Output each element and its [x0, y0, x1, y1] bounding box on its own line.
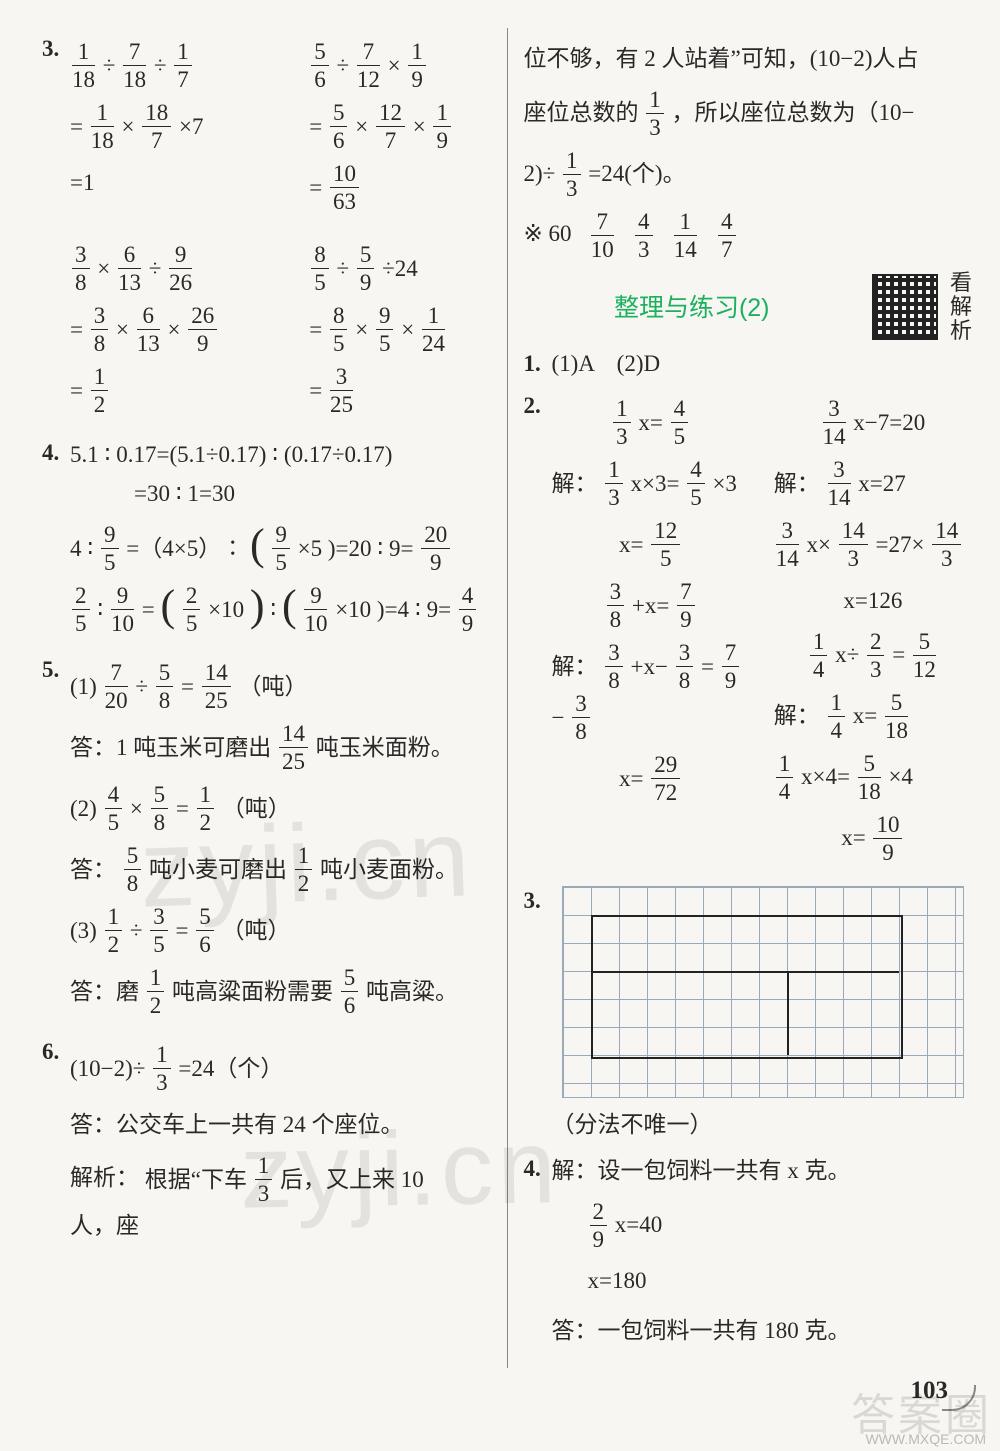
r-q4: 4. 解：设一包饲料一共有 x 克。 29 x=40 x=180 答：一包饲料一…	[524, 1150, 973, 1360]
grid-vline	[787, 971, 789, 1055]
corner-stamp-url: WWW.MXQE.COM	[865, 1431, 986, 1447]
r-q4-l1: 解：设一包饲料一共有 x 克。	[552, 1150, 973, 1190]
star-lead: ※ 60	[524, 220, 572, 245]
q6-expl-label: 解析：	[70, 1165, 139, 1190]
q3d-line3: = 325	[309, 365, 490, 416]
q5p1-expr: (1) 720 ÷ 58 = 1425 （吨）	[70, 661, 491, 712]
cont-line1: 位不够，有 2 人站着”可知，(10−2)人占	[524, 38, 973, 78]
q2B7: x= 109	[774, 813, 972, 864]
q2A4: 解： 38 +x− 38 = 79 − 38	[552, 641, 750, 743]
q5p2-ans: 答： 58 吨小麦可磨出 12 吨小麦面粉。	[70, 844, 491, 895]
q2B1: 解： 314 x=27	[774, 458, 972, 509]
q3b-line3: = 1063	[309, 162, 490, 213]
r-q2-colA: 13 x= 45 解： 13 x×3= 45 ×3 x= 125 38 +x= …	[552, 387, 750, 874]
left-column: 3. 118 ÷ 718 ÷ 17 = 118 × 187 ×7 =1 56 ÷…	[42, 28, 505, 1435]
q4: 4. 5.1 ∶ 0.17=(5.1÷0.17) ∶ (0.17÷0.17) =…	[42, 434, 491, 645]
q5p3-expr: (3) 12 ÷ 35 = 56 （吨）	[70, 905, 491, 956]
star-f3: 114	[672, 220, 699, 245]
cont-line2: 座位总数的 13 ，所以座位总数为（10−	[524, 88, 973, 139]
q3: 3. 118 ÷ 718 ÷ 17 = 118 × 187 ×7 =1 56 ÷…	[42, 30, 491, 426]
q3b-line1: 56 ÷ 712 × 19	[309, 40, 490, 91]
q2A2: x= 125	[552, 519, 750, 570]
q3a-line2: = 118 × 187 ×7	[70, 101, 251, 152]
q3c-line1: 38 × 613 ÷ 926	[70, 243, 251, 294]
q4-line3: 25 ∶ 910 = ( 25 ×10 ) ∶ ( 910 ×10 )=4 ∶ …	[70, 584, 491, 635]
q3-number: 3.	[42, 30, 70, 68]
section-title: 整理与练习(2)	[524, 288, 860, 329]
star-f4: 47	[716, 220, 738, 245]
q4-number: 4.	[42, 434, 70, 472]
q3c-line3: = 12	[70, 365, 251, 416]
r-q1: 1. (1)A (2)D	[524, 345, 973, 383]
grid-hline	[591, 971, 899, 973]
cont-line3: 2)÷ 13 =24(个)。	[524, 149, 973, 200]
q2A5: x= 2972	[552, 753, 750, 804]
q2B2: 314 x× 143 =27× 143	[774, 519, 972, 570]
r-q3: 3. （分法不唯一）	[524, 882, 973, 1144]
q3c-line2: = 38 × 613 × 269	[70, 304, 251, 355]
q3d-line2: = 85 × 95 × 124	[309, 304, 490, 355]
q5-number: 5.	[42, 651, 70, 689]
q3b-line2: = 56 × 127 × 19	[309, 101, 490, 152]
q2B3: x=126	[774, 580, 972, 620]
r-q4-l2: 29 x=40	[552, 1200, 973, 1251]
r-q4-ans: 答：一包饲料一共有 180 克。	[552, 1310, 973, 1350]
q2B4: 14 x÷ 23 = 512	[774, 630, 972, 681]
q2B6: 14 x×4= 518 ×4	[774, 752, 972, 803]
q6: 6. (10−2)÷ 13 =24（个） 答：公交车上一共有 24 个座位。 解…	[42, 1033, 491, 1254]
q5: 5. (1) 720 ÷ 58 = 1425 （吨） 答：1 吨玉米可磨出 14…	[42, 651, 491, 1027]
q2A0: 13 x= 45	[552, 397, 750, 448]
q3d-line1: 85 ÷ 59 ÷24	[309, 243, 490, 294]
grid-outer-rect	[591, 915, 903, 1059]
r-q3-number: 3.	[524, 882, 552, 920]
qr-code-icon	[872, 274, 938, 340]
r-q2-colB: 314 x−7=20 解： 314 x=27 314 x× 143 =27× 1…	[774, 387, 972, 874]
q5p2-expr: (2) 45 × 58 = 12 （吨）	[70, 783, 491, 834]
r-q4-l3: x=180	[552, 1261, 973, 1301]
r-q1-number: 1.	[524, 345, 552, 383]
r-q4-number: 4.	[524, 1150, 552, 1188]
star-line: ※ 60 710 43 114 47	[524, 210, 973, 261]
q2A1: 解： 13 x×3= 45 ×3	[552, 458, 750, 509]
q3a-line1: 118 ÷ 718 ÷ 17	[70, 40, 251, 91]
qr-label: 看 解 析	[950, 271, 972, 344]
q5p3-ans: 答：磨 12 吨高粱面粉需要 56 吨高粱。	[70, 966, 491, 1017]
qr-label-3: 析	[950, 318, 972, 343]
q4-line2: 4 ∶ 95 =（4×5）∶ ( 95 ×5 )=20 ∶ 9= 209	[70, 523, 491, 574]
q6-ans: 答：公交车上一共有 24 个座位。	[70, 1104, 491, 1144]
q2B5: 解： 14 x= 518	[774, 691, 972, 742]
column-divider	[507, 28, 508, 1368]
qr-label-2: 解	[950, 294, 972, 319]
q3a-line3: =1	[70, 162, 251, 202]
q6-expr: (10−2)÷ 13 =24（个）	[70, 1043, 491, 1094]
q6-number: 6.	[42, 1033, 70, 1071]
q4-line1b: =30 ∶ 1=30	[70, 474, 491, 514]
qr-label-1: 看	[950, 270, 972, 295]
q4-line1a: 5.1 ∶ 0.17=(5.1÷0.17) ∶ (0.17÷0.17)	[70, 434, 491, 474]
star-f2: 43	[633, 220, 655, 245]
q5p1-ans: 答：1 吨玉米可磨出 1425 吨玉米面粉。	[70, 722, 491, 773]
r-q1-text: (1)A (2)D	[552, 345, 661, 383]
star-f1: 710	[589, 220, 616, 245]
q2A3: 38 +x= 79	[552, 580, 750, 631]
partition-grid	[562, 886, 964, 1098]
r-q3-note: （分法不唯一）	[552, 1106, 973, 1144]
r-q2: 2. 13 x= 45 解： 13 x×3= 45 ×3 x= 125 38 +…	[524, 387, 973, 874]
right-column: 位不够，有 2 人站着”可知，(10−2)人占 座位总数的 13 ，所以座位总数…	[510, 28, 973, 1435]
r-q2-number: 2.	[524, 387, 552, 425]
q2B0: 314 x−7=20	[774, 397, 972, 448]
